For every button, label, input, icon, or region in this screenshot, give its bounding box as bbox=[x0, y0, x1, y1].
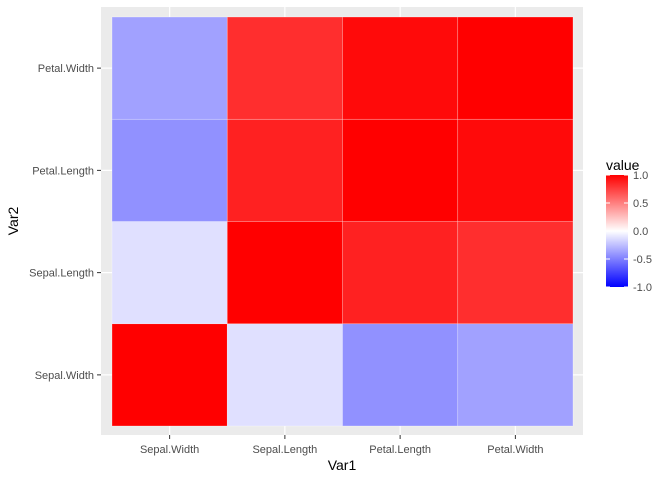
legend-ticks: 1.0 0.5 0.0 -0.5 -1.0 bbox=[606, 170, 652, 294]
heatmap-cell bbox=[457, 221, 574, 325]
x-axis-label: Var1 bbox=[328, 457, 357, 473]
heatmap-cell bbox=[111, 118, 228, 222]
heatmap-cell bbox=[342, 16, 459, 120]
heatmap-cell bbox=[111, 16, 228, 120]
heatmap-cell bbox=[111, 323, 228, 427]
x-tick-label: Petal.Width bbox=[487, 444, 543, 456]
legend-tick-label: 1.0 bbox=[633, 170, 648, 182]
legend-tick-label: -1.0 bbox=[633, 282, 652, 294]
heatmap-cell bbox=[111, 221, 228, 325]
legend-tick-label: 0.0 bbox=[633, 226, 648, 238]
heatmap-cells bbox=[111, 16, 574, 427]
y-tick-label: Petal.Length bbox=[32, 165, 94, 177]
heatmap-cell bbox=[226, 16, 343, 120]
x-tick-label: Sepal.Length bbox=[252, 444, 317, 456]
y-tick-label: Petal.Width bbox=[38, 63, 94, 75]
y-axis-label: Var2 bbox=[5, 207, 21, 236]
heatmap-cell bbox=[342, 323, 459, 427]
heatmap-cell bbox=[342, 118, 459, 222]
heatmap-cell bbox=[226, 118, 343, 222]
heatmap-cell bbox=[457, 323, 574, 427]
legend-tick-label: -0.5 bbox=[633, 254, 652, 266]
heatmap-cell bbox=[226, 323, 343, 427]
x-tick-label: Petal.Length bbox=[369, 444, 431, 456]
y-tick-label: Sepal.Width bbox=[35, 370, 94, 382]
color-legend: value 1.0 0.5 0.0 -0.5 -1.0 bbox=[606, 157, 652, 294]
legend-colorbar bbox=[606, 175, 628, 287]
heatmap-cell bbox=[226, 221, 343, 325]
x-tick-label: Sepal.Width bbox=[140, 444, 199, 456]
legend-tick-label: 0.5 bbox=[633, 198, 648, 210]
heatmap-cell bbox=[342, 221, 459, 325]
y-axis-ticks: Sepal.Width Sepal.Length Petal.Length Petal… bbox=[29, 63, 101, 382]
heatmap-cell bbox=[457, 118, 574, 222]
legend-title: value bbox=[606, 157, 640, 173]
x-axis-ticks: Sepal.Width Sepal.Length Petal.Length Petal… bbox=[140, 435, 544, 456]
heatmap-cell bbox=[457, 16, 574, 120]
y-tick-label: Sepal.Length bbox=[29, 268, 94, 280]
